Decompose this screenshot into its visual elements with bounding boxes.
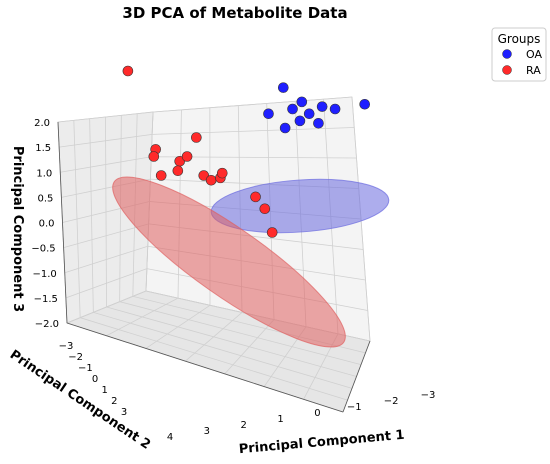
z-tick-label: −1.5 xyxy=(34,294,58,305)
x-axis-label: Principal Component 1 xyxy=(238,428,405,457)
point-ra xyxy=(216,167,228,179)
x-tick-label: −3 xyxy=(421,390,436,401)
y-axis-line xyxy=(342,340,371,413)
z-tick-label: 1.5 xyxy=(35,143,51,154)
point-oa xyxy=(263,108,274,120)
x-tick-label: 3 xyxy=(204,426,210,437)
legend-marker-ra xyxy=(502,65,512,75)
z-tick-label: 0.5 xyxy=(37,193,53,204)
legend: Groups OA RA xyxy=(491,27,547,82)
y-tick-label: 0 xyxy=(92,374,98,385)
z-axis-line xyxy=(57,121,68,324)
y-tick-label: 3 xyxy=(121,407,127,418)
y-tick-label: −2 xyxy=(68,352,83,363)
legend-marker-oa xyxy=(502,49,512,59)
y-tick-label: −1 xyxy=(78,363,93,374)
point-oa xyxy=(279,122,291,134)
z-tick-label: −0.5 xyxy=(31,244,55,255)
grid-line-y xyxy=(105,116,357,377)
x-axis-line xyxy=(66,322,344,413)
point-ra xyxy=(250,191,261,203)
z-tick-label: 2.0 xyxy=(34,118,50,129)
legend-label-oa: OA xyxy=(526,48,542,61)
z-tick-label: 1.0 xyxy=(36,168,52,179)
point-ra xyxy=(259,203,271,215)
point-ra xyxy=(205,174,217,186)
point-ra xyxy=(266,227,278,238)
y-tick-label: −3 xyxy=(59,341,74,352)
legend-label-ra: RA xyxy=(526,64,541,77)
point-ra xyxy=(198,170,210,181)
point-oa xyxy=(296,96,308,108)
z-axis-label: Principal Component 3 xyxy=(10,146,25,312)
point-oa xyxy=(303,108,315,120)
point-oa xyxy=(287,103,298,115)
point-oa xyxy=(294,115,306,127)
point-oa xyxy=(316,101,328,112)
x-tick-label: 0 xyxy=(314,408,320,419)
point-ra xyxy=(155,170,167,181)
point-oa xyxy=(359,98,371,110)
x-tick-label: 1 xyxy=(277,414,283,425)
ellipse-ra xyxy=(112,176,346,348)
point-ra xyxy=(181,151,193,162)
z-tick-label: −1.0 xyxy=(32,269,56,280)
z-tick-label: −2.0 xyxy=(35,319,59,330)
z-tick-label: 0.0 xyxy=(39,219,55,230)
tick-labels: 2.01.51.00.50.0−0.5−1.0−1.5−2.043210−1−2… xyxy=(31,118,435,443)
data-points xyxy=(122,65,371,238)
point-oa xyxy=(329,103,341,115)
grid-line-y xyxy=(73,120,348,401)
chart-title: 3D PCA of Metabolite Data xyxy=(122,4,347,22)
grid-line-y xyxy=(89,118,353,389)
point-ra xyxy=(172,165,184,177)
legend-title: Groups xyxy=(498,32,541,46)
x-tick-label: 2 xyxy=(241,420,247,431)
x-tick-label: −1 xyxy=(347,402,362,413)
x-tick-label: 4 xyxy=(167,432,173,443)
point-ra xyxy=(191,132,202,143)
y-tick-label: 2 xyxy=(111,396,117,407)
x-tick-label: −2 xyxy=(384,396,399,407)
y-tick-label: 1 xyxy=(101,385,107,396)
point-oa xyxy=(277,82,289,93)
point-ra xyxy=(122,65,134,77)
point-oa xyxy=(313,117,324,129)
point-ra xyxy=(148,151,160,162)
